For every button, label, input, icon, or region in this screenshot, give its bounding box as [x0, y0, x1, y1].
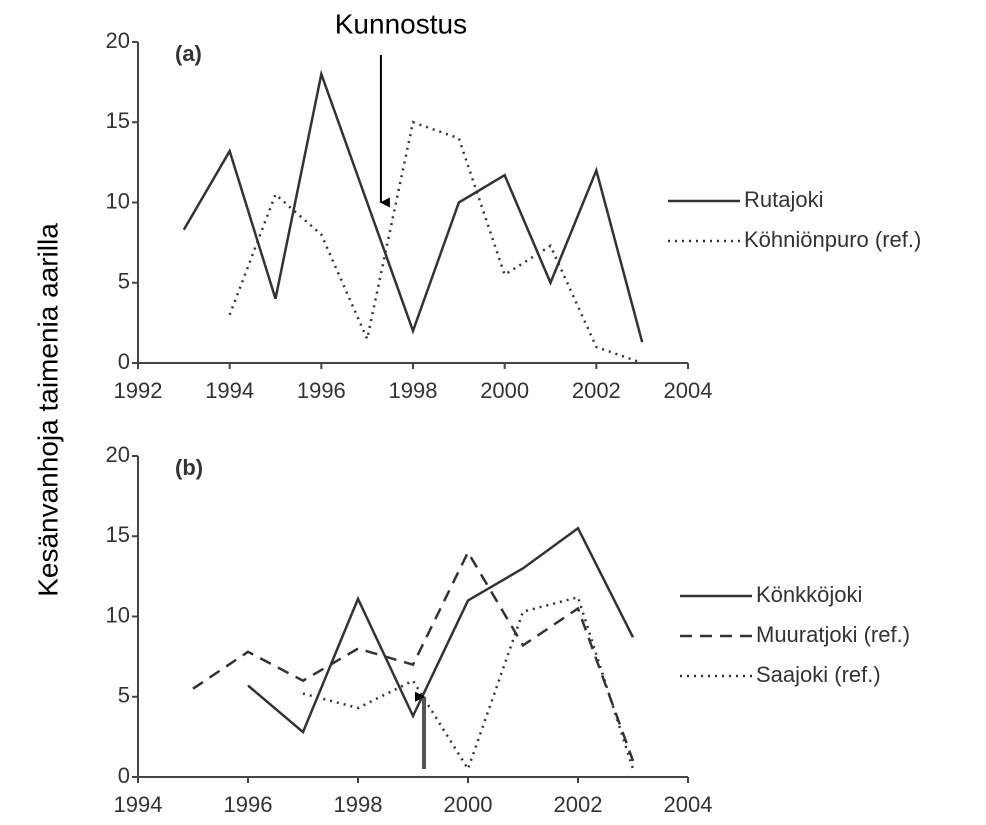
y-tick-label: 15 — [106, 108, 130, 133]
series-line — [247, 526, 635, 735]
x-tick-label: 2000 — [480, 378, 529, 403]
legend-label: Köhniönpuro (ref.) — [744, 227, 921, 252]
y-tick-label: 5 — [118, 269, 130, 294]
annotation-text: Kunnostus — [335, 8, 467, 39]
y-tick-label: 0 — [118, 763, 130, 788]
x-tick-label: 1994 — [205, 378, 254, 403]
series-line — [192, 549, 635, 762]
y-tick-label: 20 — [106, 28, 130, 53]
x-tick-label: 2002 — [554, 792, 603, 817]
y-tick-label: 10 — [106, 188, 130, 213]
series-line — [228, 120, 643, 365]
x-tick-label: 1998 — [334, 792, 383, 817]
y-tick-label: 15 — [106, 522, 130, 547]
x-tick-label: 2004 — [664, 792, 713, 817]
y-tick-label: 0 — [118, 349, 130, 374]
y-tick-label: 5 — [118, 683, 130, 708]
x-tick-label: 1992 — [114, 378, 163, 403]
y-axis-label: Kesänvanhoja taimenia aarilla — [32, 223, 63, 597]
x-tick-label: 2002 — [572, 378, 621, 403]
y-tick-label: 10 — [106, 602, 130, 627]
legend-label: Könkköjoki — [756, 582, 862, 607]
x-tick-label: 1998 — [389, 378, 438, 403]
legend-label: Muuratjoki (ref.) — [756, 622, 910, 647]
series-line — [182, 69, 644, 343]
legend-label: Rutajoki — [744, 187, 823, 212]
panel-label: (a) — [175, 41, 202, 66]
x-tick-label: 1996 — [224, 792, 273, 817]
x-tick-label: 2004 — [664, 378, 713, 403]
y-tick-label: 20 — [106, 442, 130, 467]
panel-label: (b) — [175, 455, 203, 480]
x-tick-label: 2000 — [444, 792, 493, 817]
legend-label: Saajoki (ref.) — [756, 662, 881, 687]
x-tick-label: 1994 — [114, 792, 163, 817]
x-tick-label: 1996 — [297, 378, 346, 403]
series-line — [302, 595, 635, 772]
